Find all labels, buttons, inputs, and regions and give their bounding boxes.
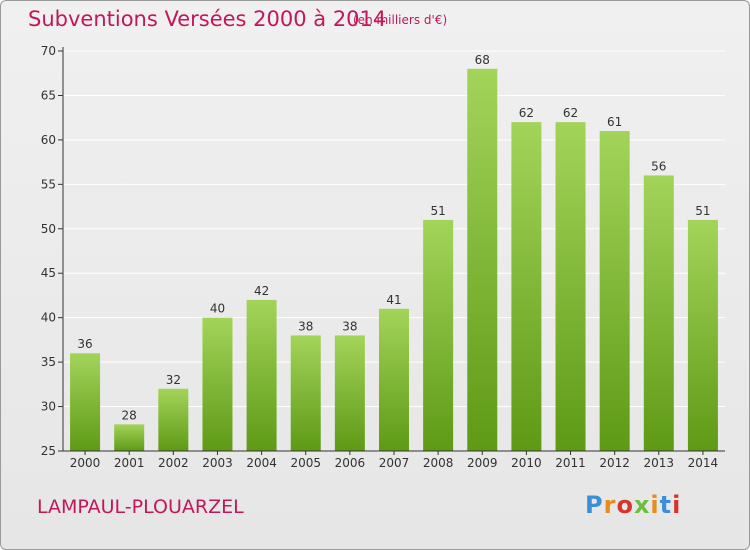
logo-letter: i — [650, 491, 660, 519]
value-label-2006: 38 — [342, 319, 357, 333]
value-label-2013: 56 — [651, 159, 666, 173]
bar-2008 — [423, 219, 454, 451]
x-tick-label-2009: 2009 — [467, 456, 498, 470]
proxiti-logo[interactable]: Proxiti — [585, 491, 681, 519]
x-tick-label-2000: 2000 — [70, 456, 101, 470]
y-tick-label: 50 — [41, 222, 56, 236]
y-tick-label: 45 — [41, 266, 56, 280]
bars-layer — [70, 68, 718, 452]
value-label-2003: 40 — [210, 302, 225, 316]
x-tick-label-2012: 2012 — [599, 456, 630, 470]
x-tick-label-2014: 2014 — [688, 456, 719, 470]
y-tick-label: 70 — [41, 44, 56, 58]
bar-2001 — [114, 424, 145, 451]
chart-title: Subventions Versées 2000 à 2014 — [28, 7, 387, 31]
value-label-2012: 61 — [607, 115, 622, 129]
y-tick-label: 60 — [41, 133, 56, 147]
bar-2003 — [202, 317, 233, 451]
value-label-2010: 62 — [519, 106, 534, 120]
y-tick-label: 30 — [41, 400, 56, 414]
logo-letter: P — [585, 491, 604, 519]
bar-2012 — [599, 131, 630, 451]
x-tick-label-2003: 2003 — [202, 456, 233, 470]
x-tick-label-2008: 2008 — [423, 456, 454, 470]
bar-2009 — [467, 68, 498, 452]
bar-2010 — [511, 122, 542, 451]
y-tick-label: 65 — [41, 88, 56, 102]
bar-2011 — [555, 122, 586, 451]
x-tick-label-2011: 2011 — [555, 456, 586, 470]
value-label-2011: 62 — [563, 106, 578, 120]
bar-2002 — [158, 388, 189, 451]
value-label-2000: 36 — [77, 337, 92, 351]
x-tick-label-2010: 2010 — [511, 456, 542, 470]
bar-2006 — [334, 335, 365, 451]
value-label-2002: 32 — [166, 373, 181, 387]
x-tick-label-2001: 2001 — [114, 456, 145, 470]
value-label-2007: 41 — [386, 293, 401, 307]
axis-layer — [58, 47, 725, 455]
value-label-2004: 42 — [254, 284, 269, 298]
bar-2000 — [70, 353, 101, 451]
bar-2004 — [246, 299, 277, 451]
value-label-2008: 51 — [430, 204, 445, 218]
logo-letter: t — [659, 491, 673, 519]
bar-2007 — [379, 308, 409, 451]
x-tick-label-2002: 2002 — [158, 456, 189, 470]
x-tick-label-2006: 2006 — [335, 456, 366, 470]
y-tick-label: 55 — [41, 177, 56, 191]
logo-letter: i — [672, 491, 682, 519]
logo-letter: r — [603, 491, 617, 519]
x-tick-label-2013: 2013 — [644, 456, 675, 470]
logo-letter: o — [616, 491, 634, 519]
y-tick-label: 40 — [41, 311, 56, 325]
commune-name: LAMPAUL-PLOUARZEL — [37, 496, 244, 518]
y-tick-label: 25 — [41, 444, 56, 458]
value-label-2009: 68 — [475, 53, 490, 67]
x-tick-label-2004: 2004 — [246, 456, 277, 470]
x-tick-label-2007: 2007 — [379, 456, 410, 470]
y-tick-label: 35 — [41, 355, 56, 369]
bar-2013 — [643, 175, 674, 451]
bar-2014 — [687, 219, 718, 451]
logo-letter: x — [633, 491, 651, 519]
x-tick-label-2005: 2005 — [290, 456, 321, 470]
bar-2005 — [290, 335, 321, 451]
value-label-2014: 51 — [695, 204, 710, 218]
value-label-2005: 38 — [298, 319, 313, 333]
labels-layer: 25 30 35 40 45 50 55 60 65 70 36 2000 28 2001 32 2002 40… — [41, 44, 718, 470]
value-label-2001: 28 — [122, 408, 137, 422]
unit-note: (en milliers d'€) — [353, 13, 448, 27]
